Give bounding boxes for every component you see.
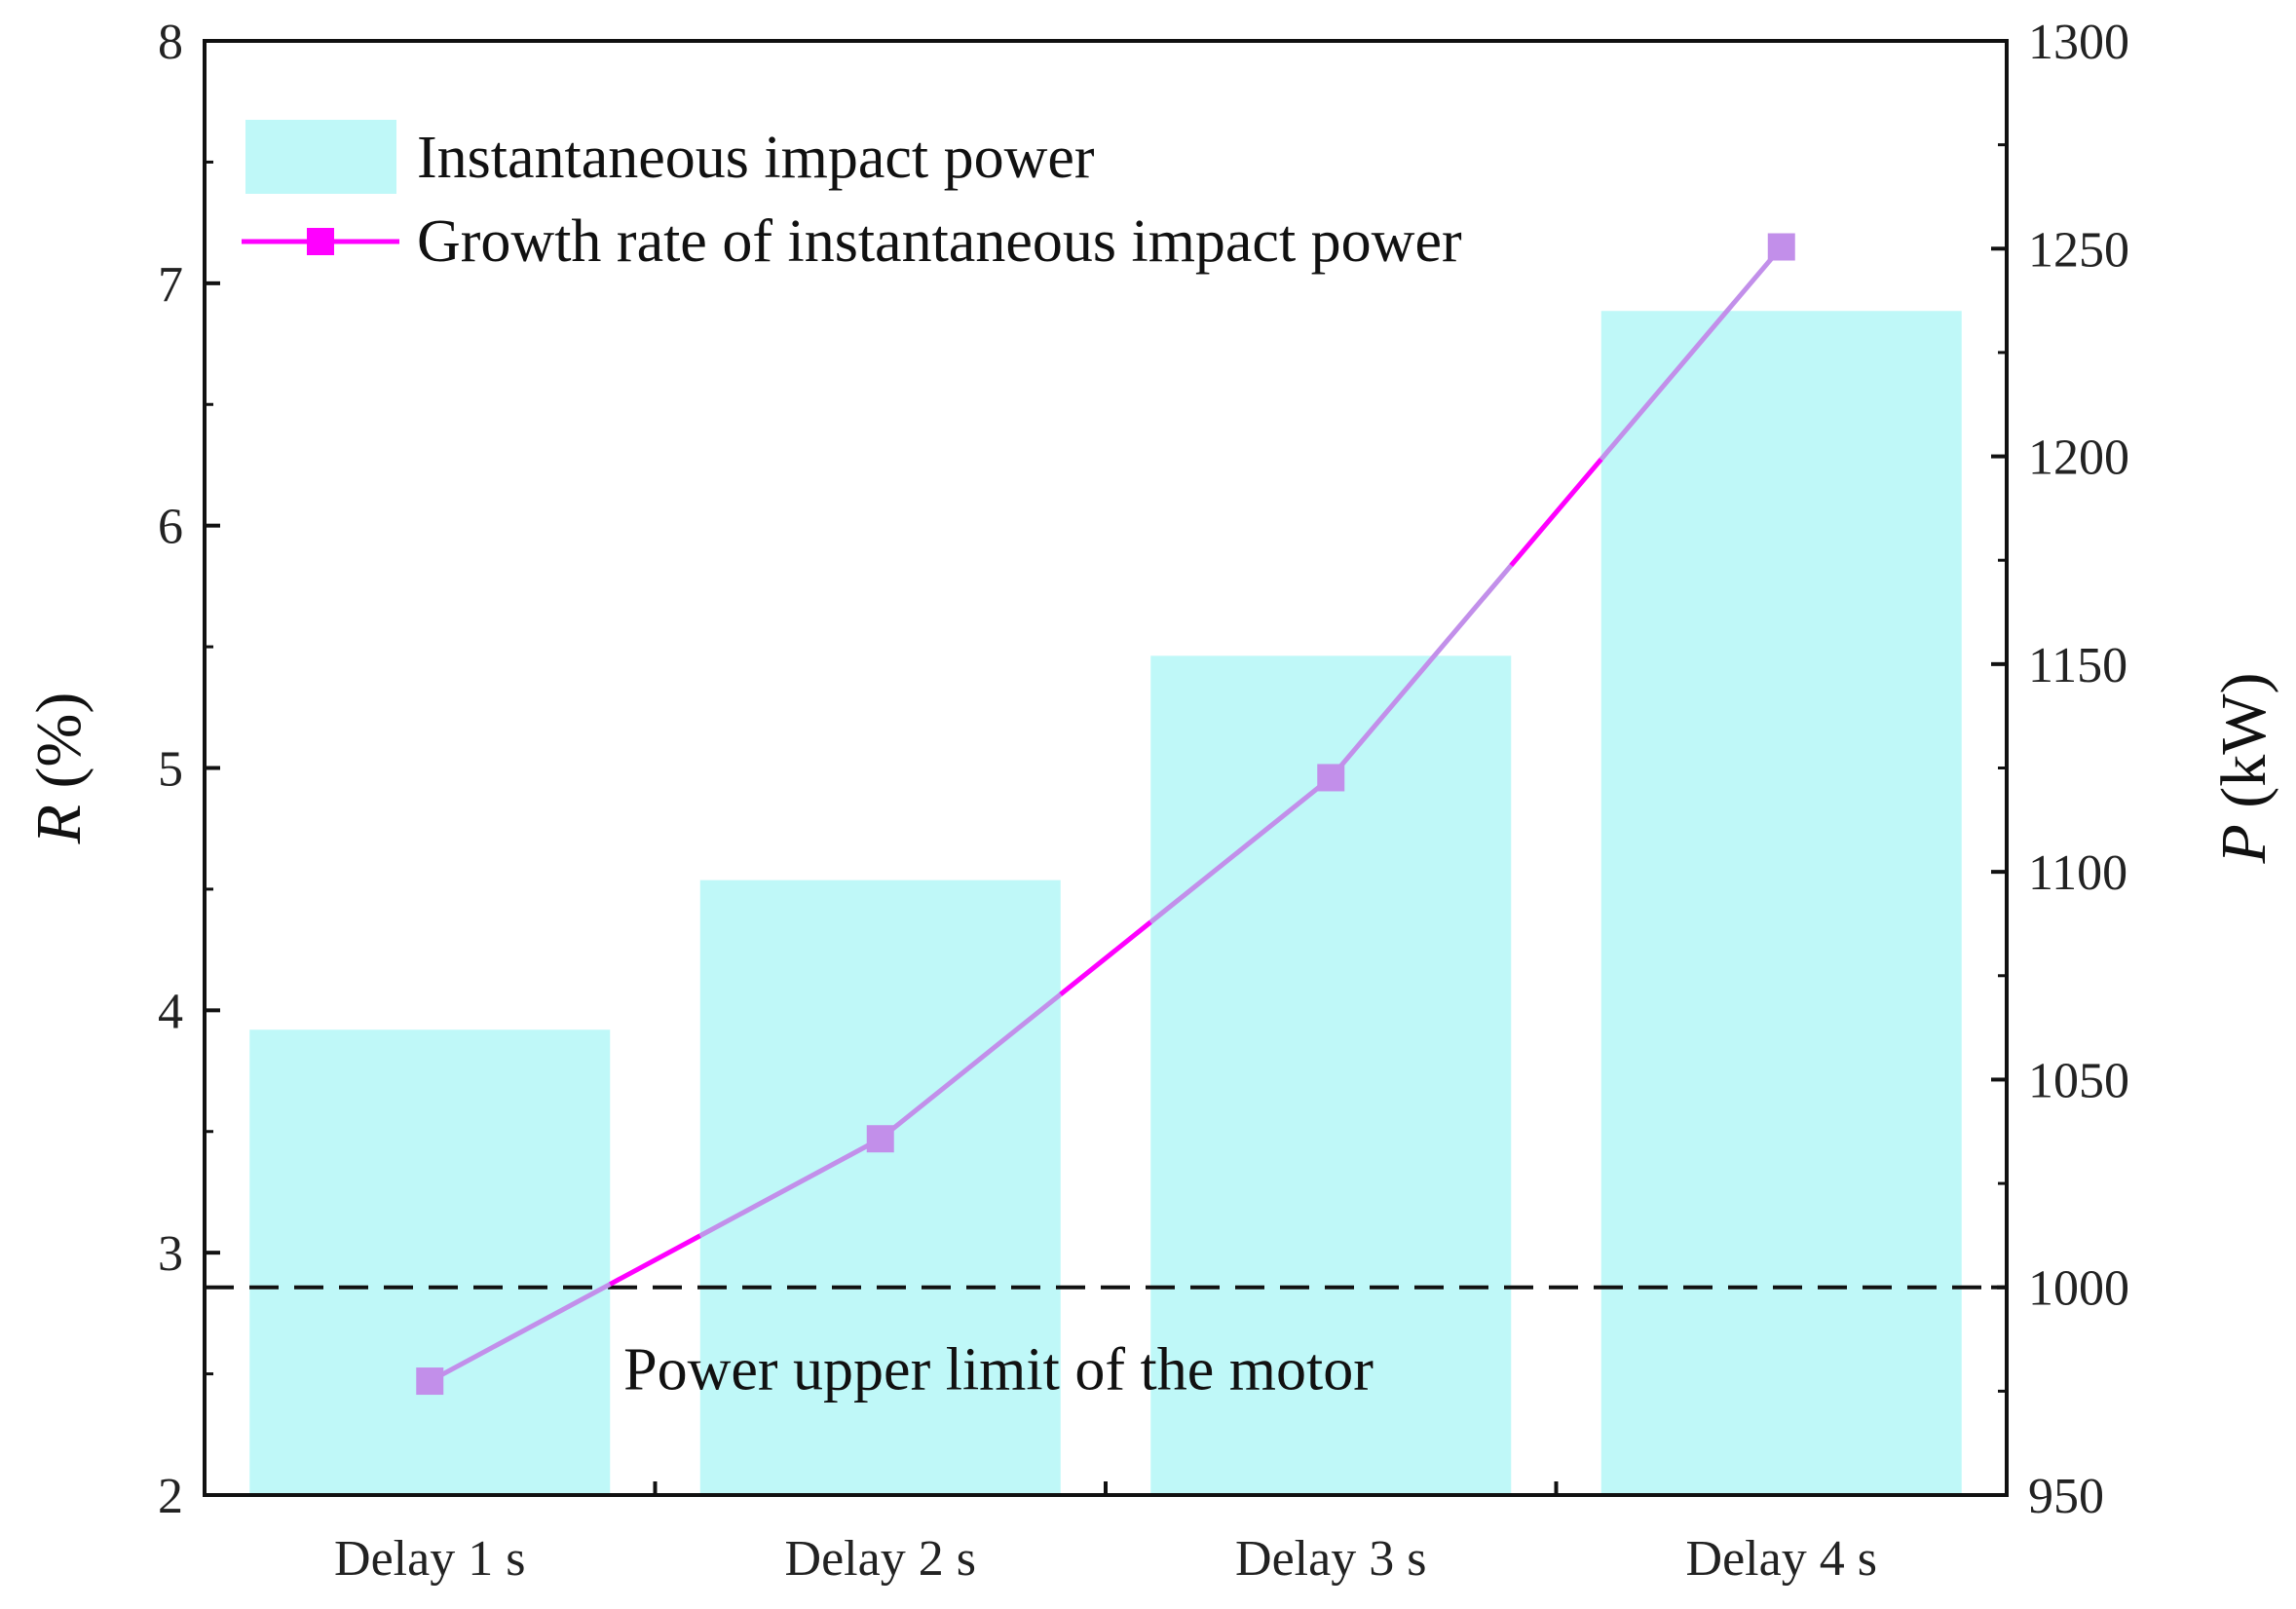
left-tick-label: 3 (158, 1226, 183, 1282)
legend-swatch-marker (307, 228, 334, 255)
line-segment (429, 1282, 612, 1384)
left-tick-label: 5 (158, 742, 183, 798)
bar-4 (1600, 311, 1962, 1495)
right-tick-label: 1150 (2028, 638, 2127, 693)
line-segment (1599, 244, 1784, 462)
right-axis-title-var: P (2208, 824, 2279, 864)
bar-2 (699, 879, 1061, 1495)
line-segment (1148, 775, 1333, 924)
legend-label-line: Growth rate of instantaneous impact powe… (417, 208, 1462, 275)
right-tick-label: 1250 (2028, 222, 2129, 278)
left-axis-title-unit: (%) (23, 692, 94, 804)
legend-swatch-bar (245, 120, 396, 194)
category-label: Delay 2 s (785, 1531, 976, 1587)
line-segment (1059, 919, 1152, 996)
right-tick-label: 1100 (2028, 845, 2127, 901)
line-segment (879, 992, 1063, 1141)
bar-3 (1150, 655, 1512, 1495)
legend: Instantaneous impact power Growth rate of… (242, 120, 1462, 275)
legend-label-bar: Instantaneous impact power (417, 125, 1095, 191)
right-tick-label: 1300 (2028, 15, 2129, 70)
reference-line-label: Power upper limit of the motor (623, 1337, 1374, 1403)
left-tick-label: 8 (158, 15, 183, 70)
left-tick-label: 2 (158, 1469, 183, 1524)
left-axis-title: R (%) (23, 692, 94, 845)
axes-layer: 2 3 4 5 6 7 8 950 1000 1050 1100 1150 1200 1250 1300 De… (23, 15, 2279, 1587)
right-tick-label: 1050 (2028, 1053, 2129, 1108)
line-segment (609, 1233, 701, 1287)
line-marker-4 (1767, 233, 1795, 261)
left-tick-label: 7 (158, 257, 183, 313)
right-tick-label: 1000 (2028, 1261, 2129, 1317)
left-axis-title-var: R (23, 804, 94, 844)
category-label: Delay 4 s (1686, 1531, 1877, 1587)
category-label: Delay 1 s (334, 1531, 525, 1587)
line-marker-2 (866, 1125, 894, 1153)
right-axis-title-unit: (kW) (2208, 672, 2279, 824)
left-tick-label: 4 (158, 984, 183, 1039)
line-marker-3 (1317, 764, 1345, 792)
line-series-layer (416, 233, 1795, 1396)
category-label: Delay 3 s (1235, 1531, 1426, 1587)
line-segment (1329, 563, 1514, 780)
line-segment (1509, 457, 1603, 568)
line-segment (698, 1137, 882, 1238)
bar-1 (249, 1029, 611, 1495)
left-tick-label: 6 (158, 500, 183, 555)
line-marker-1 (416, 1367, 444, 1396)
reference-line-layer: Power upper limit of the motor (205, 1285, 2007, 1403)
right-tick-label: 950 (2028, 1469, 2104, 1524)
right-tick-label: 1200 (2028, 430, 2129, 486)
right-axis-title: P (kW) (2208, 672, 2279, 864)
bars-layer (249, 311, 1962, 1495)
